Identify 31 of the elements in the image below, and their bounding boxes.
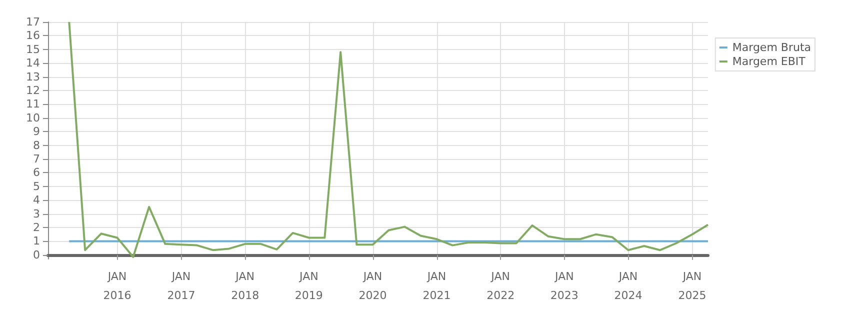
y-tick-label: 6: [33, 166, 40, 180]
y-tick-label: 12: [26, 84, 40, 97]
x-tick-label: JAN 2018: [231, 270, 260, 302]
y-tick-label: 7: [33, 152, 40, 166]
line-series: [68, 21, 709, 258]
y-tick-label: 16: [26, 29, 40, 42]
y-tick-label: 13: [26, 70, 40, 84]
x-tick-label: JAN 2022: [486, 270, 515, 302]
x-tick-label: JAN 2025: [678, 270, 706, 302]
x-tick-label: JAN 2017: [167, 270, 196, 302]
y-tick-label: 1: [33, 234, 40, 248]
y-tick-label: 0: [33, 248, 40, 262]
y-tick-label: 9: [33, 125, 40, 138]
y-tick-label: 17: [26, 16, 40, 28]
y-tick-label: 11: [26, 98, 40, 111]
y-tick-label: 10: [26, 111, 40, 124]
x-tick-label: JAN 2019: [294, 270, 323, 302]
x-tick-label: JAN 2024: [614, 270, 642, 302]
x-tick-label: JAN 2016: [103, 270, 132, 302]
legend-label: Margem EBIT: [732, 55, 806, 68]
y-tick-label: 14: [26, 56, 40, 70]
y-tick-label: 5: [33, 180, 40, 193]
legend-label: Margem Bruta: [732, 41, 812, 54]
y-tick-label: 8: [33, 138, 40, 152]
x-tick-label: JAN 2023: [550, 270, 578, 302]
y-tick-label: 2: [33, 220, 40, 234]
x-tick-label: JAN 2020: [358, 270, 387, 302]
y-tick-label: 3: [33, 207, 40, 220]
y-tick-label: 15: [26, 42, 40, 56]
x-tick-label: JAN 2021: [422, 270, 451, 302]
y-tick-label: 4: [33, 194, 40, 207]
